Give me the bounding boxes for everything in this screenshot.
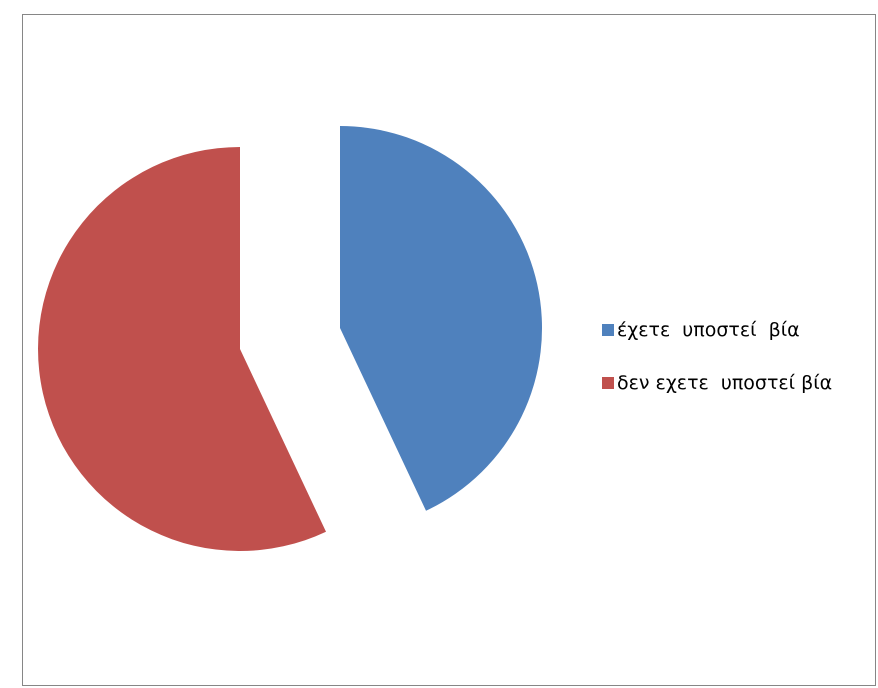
- chart-area: έχετε υποστεί βία δεν εχετε υποστεί βία: [22, 14, 876, 686]
- legend-swatch: [602, 377, 614, 389]
- pie-slice: [38, 147, 327, 551]
- pie-chart: [38, 126, 543, 551]
- pie-slice: [340, 126, 543, 511]
- legend-item: έχετε υποστεί βία: [602, 316, 832, 344]
- legend-label: δεν εχετε υποστεί βία: [617, 372, 833, 394]
- legend-label: έχετε υποστεί βία: [617, 319, 800, 341]
- legend-swatch: [602, 324, 614, 336]
- legend: έχετε υποστεί βία δεν εχετε υποστεί βία: [602, 316, 832, 422]
- legend-item: δεν εχετε υποστεί βία: [602, 369, 832, 397]
